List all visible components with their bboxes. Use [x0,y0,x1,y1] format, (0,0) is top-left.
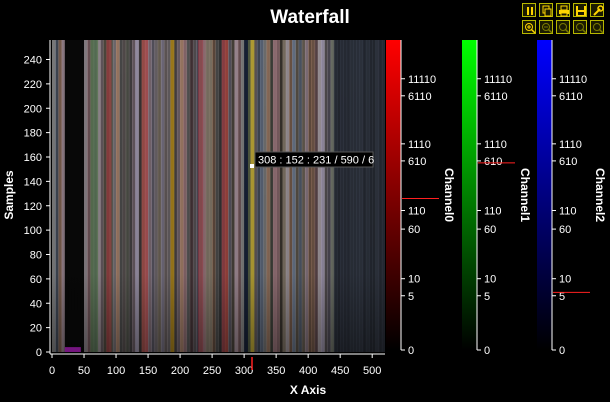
zoom-x-icon [559,23,570,34]
colorbar-tick-label: 1110 [484,139,507,151]
save-button[interactable] [573,3,587,17]
colorbar-tick-label: 10 [408,274,420,286]
zoom-y-button[interactable] [573,20,587,34]
x-tick-label: 450 [331,365,349,377]
print-icon [559,5,569,17]
colorbar-tick-label: 10 [559,274,571,286]
chart-title: Waterfall [270,7,350,28]
y-tick-label: 180 [24,128,42,140]
cursor-marker [250,164,254,168]
y-tick-label: 200 [24,103,42,115]
colorbar-gradient [537,40,552,350]
colorbar-gradient [386,40,401,350]
x-tick-label: 350 [267,365,285,377]
y-tick-label: 120 [24,201,42,213]
y-tick-label: 240 [24,55,42,67]
x-tick-label: 500 [363,365,381,377]
zoom-in-icon [525,23,536,34]
copy-icon [542,5,552,17]
copy-button[interactable] [539,3,553,17]
cursor[interactable]: 308 : 152 : 231 / 590 / 6 [250,151,374,168]
colorbar-tick-label: 1110 [559,139,582,151]
zoom-reset-button[interactable] [590,20,604,34]
zoom-reset-icon [593,23,604,34]
colorbar-gradient [462,40,477,350]
colorbar-tick-label: 610 [408,156,426,168]
toolbar [522,3,608,37]
colorbar-tick-label: 6110 [484,91,508,103]
colorbar-label: Channel0 [442,168,456,222]
x-tick-label: 300 [235,365,253,377]
save-icon [576,6,586,16]
x-tick-label: 200 [171,365,189,377]
axes: 0 50 100 150 200 250 300 350 400 450 500 0 20 40 60 80… [24,40,385,377]
colorbar-label: Channel2 [593,168,607,222]
zoom-in-button[interactable] [522,20,536,34]
colorbar-tick-label: 11110 [484,74,512,86]
zoom-x-button[interactable] [556,20,570,34]
print-button[interactable] [556,3,570,17]
zoom-out-button[interactable] [539,20,553,34]
settings-icon [593,5,604,16]
colorbar-tick-label: 60 [559,224,571,236]
cursor-label: 308 : 152 : 231 / 590 / 6 [258,155,374,167]
colorbar-label: Channel1 [518,168,532,222]
zoom-out-icon [542,23,553,34]
colorbar-tick-label: 5 [408,291,414,303]
colorbar-tick-label: 11110 [408,74,436,86]
plot-area[interactable] [52,40,386,354]
x-tick-label: 0 [49,365,55,377]
colorbar-tick-label: 0 [408,345,414,357]
x-tick-label: 400 [299,365,317,377]
colorbar-tick-label: 110 [408,206,426,218]
colorbar-tick-label: 5 [559,291,565,303]
x-tick-label: 150 [139,365,157,377]
x-tick-label: 50 [78,365,90,377]
y-tick-label: 220 [24,79,42,91]
y-tick-label: 80 [30,250,42,262]
colorbar-tick-label: 110 [484,206,502,218]
colorbar-tick-label: 60 [484,224,496,236]
y-tick-label: 40 [30,298,42,310]
y-tick-label: 100 [24,225,42,237]
x-tick-label: 100 [107,365,125,377]
colorbar-tick-label: 6110 [408,91,432,103]
x-axis-label: X Axis [290,383,327,397]
colorbar-channel2: 0 5 10 60 110 610 1110 6110 11110 Channel2 [537,40,607,357]
pause-icon [527,7,533,15]
y-tick-label: 160 [24,152,42,164]
colorbar-tick-label: 0 [559,345,565,357]
colorbar-tick-label: 5 [484,291,490,303]
colorbar-tick-label: 0 [484,345,490,357]
settings-button[interactable] [590,3,604,17]
y-tick-label: 0 [36,347,42,359]
y-tick-label: 140 [24,176,42,188]
colorbar-tick-label: 610 [484,156,502,168]
pause-button[interactable] [522,3,536,17]
y-tick-label: 20 [30,323,42,335]
colorbar-tick-label: 11110 [559,74,587,86]
x-tick-label: 250 [203,365,221,377]
colorbar-tick-label: 610 [559,156,577,168]
colorbar-tick-label: 6110 [559,91,583,103]
y-tick-label: 60 [30,274,42,286]
colorbar-tick-label: 10 [484,274,496,286]
colorbar-tick-label: 1110 [408,139,431,151]
y-axis-label: Samples [2,170,16,220]
colorbar-channel0: 0 5 10 60 110 610 1110 6110 11110 Channel0 [386,40,456,357]
cursor-label-box [254,151,374,168]
colorbar-tick-label: 60 [408,224,420,236]
colorbar-tick-label: 110 [559,206,577,218]
colorbar-channel1: 0 5 10 60 110 610 1110 6110 11110 Channel1 [462,40,532,357]
zoom-y-icon [576,23,587,34]
